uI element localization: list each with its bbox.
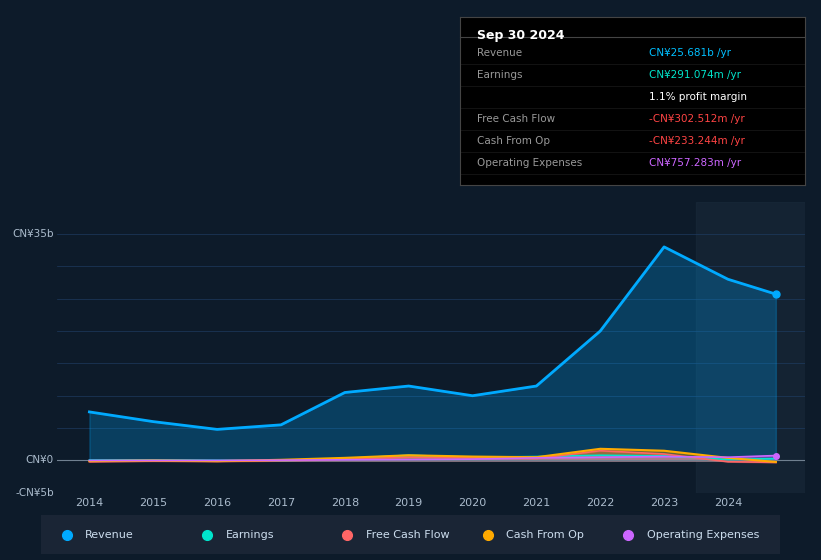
- Text: Sep 30 2024: Sep 30 2024: [477, 29, 565, 41]
- Text: -CN¥5b: -CN¥5b: [15, 488, 53, 498]
- Text: -CN¥302.512m /yr: -CN¥302.512m /yr: [649, 114, 745, 124]
- Text: Operating Expenses: Operating Expenses: [477, 158, 582, 168]
- Text: Earnings: Earnings: [477, 70, 522, 80]
- Text: Earnings: Earnings: [226, 530, 274, 540]
- Text: Cash From Op: Cash From Op: [477, 136, 550, 146]
- Text: CN¥757.283m /yr: CN¥757.283m /yr: [649, 158, 741, 168]
- Text: 1.1% profit margin: 1.1% profit margin: [649, 92, 747, 102]
- Text: Revenue: Revenue: [477, 48, 522, 58]
- Text: Revenue: Revenue: [85, 530, 134, 540]
- Text: Operating Expenses: Operating Expenses: [647, 530, 759, 540]
- Text: Cash From Op: Cash From Op: [507, 530, 584, 540]
- Text: CN¥0: CN¥0: [25, 455, 53, 465]
- Text: Free Cash Flow: Free Cash Flow: [477, 114, 555, 124]
- Text: Free Cash Flow: Free Cash Flow: [366, 530, 449, 540]
- Text: CN¥35b: CN¥35b: [12, 229, 53, 239]
- Text: CN¥25.681b /yr: CN¥25.681b /yr: [649, 48, 732, 58]
- Text: CN¥291.074m /yr: CN¥291.074m /yr: [649, 70, 741, 80]
- Bar: [696, 202, 805, 493]
- Text: -CN¥233.244m /yr: -CN¥233.244m /yr: [649, 136, 745, 146]
